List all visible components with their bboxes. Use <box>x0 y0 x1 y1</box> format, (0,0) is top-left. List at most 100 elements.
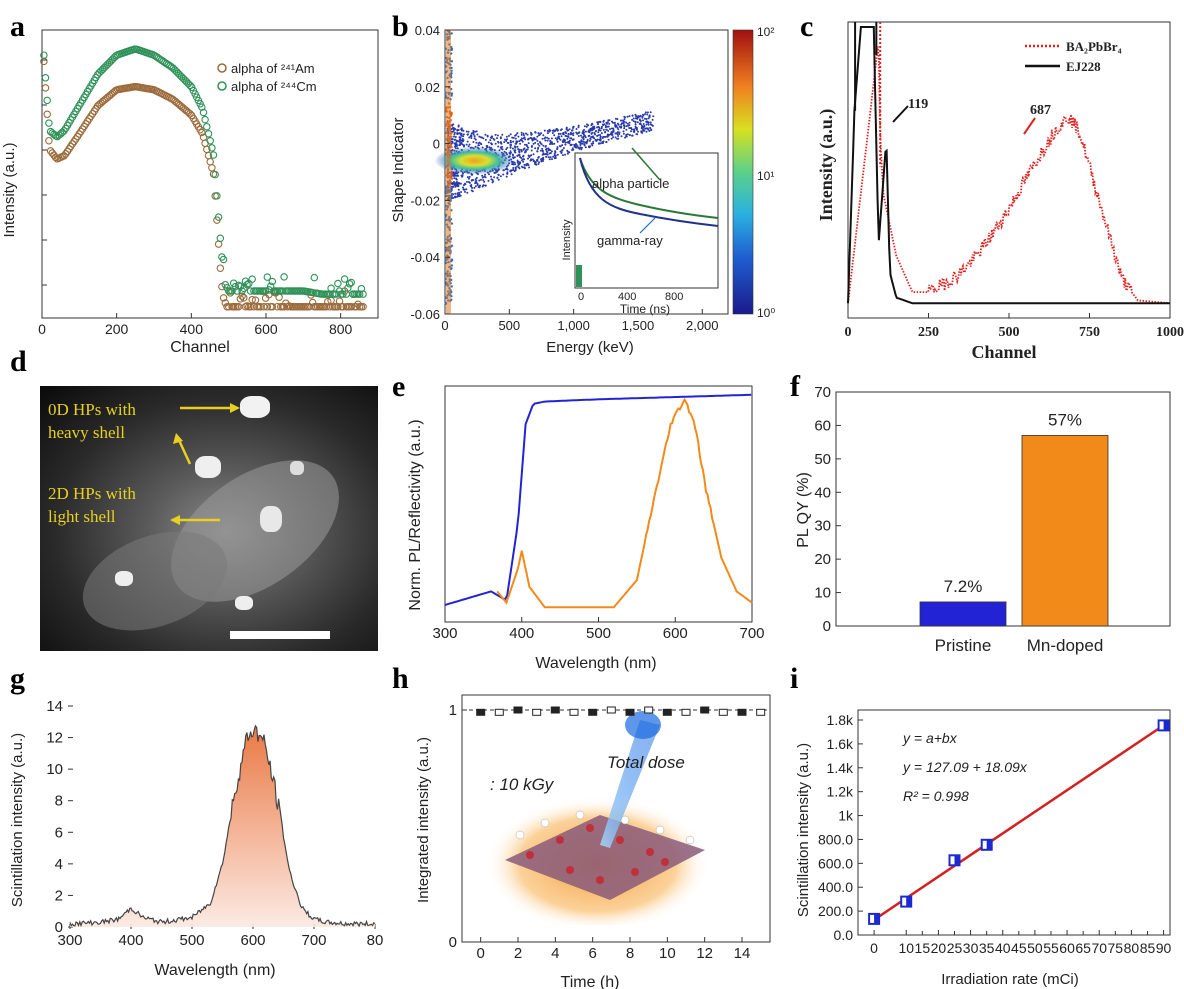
chart-b-point <box>556 147 559 150</box>
chart-b-point <box>591 128 594 131</box>
legend-label-cm: alpha of ²⁴⁴Cm <box>231 79 317 94</box>
panel-label-b: b <box>392 10 409 43</box>
chart-b-point <box>583 133 585 136</box>
chart-b-point <box>455 144 458 147</box>
microscopy-image: 0D HPs with heavy shell 2D HPs with ligh… <box>40 386 378 651</box>
chart-b-point <box>645 127 648 130</box>
chart-b-point <box>600 127 603 130</box>
chart-b-point <box>510 173 513 176</box>
chart-b-point <box>512 140 515 143</box>
chart-b-point <box>588 134 591 137</box>
chart-b-inset: alpha particle gamma-ray 0 400 800 Time … <box>561 152 719 316</box>
chart-b-point <box>518 140 521 143</box>
chart-b-point <box>510 144 513 146</box>
chart-e-series-pl <box>496 397 753 609</box>
chart-c-xlabel: Channel <box>971 342 1036 362</box>
chart-b-point <box>649 121 652 124</box>
chart-g-xtick-label: 400 <box>118 932 143 949</box>
chart-b-point <box>608 133 611 136</box>
chart-b-point <box>543 137 546 140</box>
chart-b-point <box>652 115 655 118</box>
chart-b-point <box>646 113 649 116</box>
data-point-cm <box>213 192 221 200</box>
chart-b-point <box>511 147 514 150</box>
chart-b-point <box>456 195 459 198</box>
chart-b-point <box>545 147 548 150</box>
chart-b-point <box>607 119 610 122</box>
chart-i-data-point-fill <box>986 839 992 850</box>
chart-b-point <box>456 132 459 135</box>
chart-i-ytick-label: 1.6k <box>827 736 854 752</box>
chart-b-point <box>482 179 485 182</box>
chart-i-xtick-label: 55 <box>1043 940 1059 956</box>
chart-b-point <box>496 134 499 137</box>
chart-b-point <box>541 147 544 150</box>
chart-i-xlabel: Irradiation rate (mCi) <box>941 971 1079 988</box>
chart-i-ytick-label: 200.0 <box>818 903 853 919</box>
chart-b-point <box>550 150 553 153</box>
chart-b-point <box>520 137 523 140</box>
chart-b-point <box>452 128 455 131</box>
chart-b-point <box>573 143 576 146</box>
data-point-cm <box>40 51 48 59</box>
chart-b-point <box>542 160 544 162</box>
chart-h-xtick-label: 6 <box>588 945 596 962</box>
data-point-am <box>43 110 51 119</box>
chart-b-point <box>501 133 504 136</box>
chart-b-point <box>554 137 557 140</box>
data-point-cm <box>43 96 51 105</box>
chart-b-point <box>531 139 534 142</box>
chart-b-point <box>553 134 556 137</box>
chart-b-point <box>499 175 502 178</box>
chart-c-xtick-label: 1000 <box>1156 325 1184 340</box>
chart-h-data-point <box>681 708 691 716</box>
data-point-am <box>359 302 367 311</box>
panel-label-a: a <box>10 10 25 43</box>
chart-b-point <box>642 130 644 132</box>
chart-c-xtick-label: 0 <box>845 325 852 340</box>
chart-b-point <box>519 142 522 145</box>
chart-b-point <box>547 148 550 151</box>
chart-h-ytick-label: 1 <box>449 702 457 719</box>
chart-b-point <box>450 32 453 35</box>
nanoparticle <box>235 596 253 610</box>
chart-b-point <box>538 144 541 147</box>
data-point-cm <box>208 144 216 152</box>
chart-b-point <box>532 138 535 141</box>
chart-b-point <box>622 122 625 125</box>
chart-b-xtick-label: 0 <box>441 318 448 333</box>
chart-b-point <box>613 121 616 124</box>
data-point-cm <box>201 115 209 124</box>
chart-g-ytick-label: 14 <box>46 698 63 715</box>
chart-b-point <box>635 115 638 118</box>
chart-b-point <box>587 130 590 133</box>
chart-b-point <box>581 132 584 134</box>
chart-b-point <box>569 131 572 134</box>
chart-b-point <box>635 133 638 136</box>
chart-h-xtick-label: 8 <box>626 945 634 962</box>
chart-b-point <box>525 143 528 146</box>
chart-b-point <box>523 163 526 166</box>
chart-e-xtick-label: 400 <box>509 625 534 642</box>
chart-b-point <box>460 191 463 193</box>
chart-b-point <box>598 138 601 141</box>
chart-b-point <box>568 128 571 131</box>
chart-b-point <box>522 154 525 157</box>
chart-g-ylabel: Scintillation intensity (a.u.) <box>9 733 26 907</box>
chart-b-point <box>454 182 457 185</box>
chart-f-ytick-label: 50 <box>814 451 831 468</box>
chart-h-data-point <box>737 708 747 716</box>
chart-g-xtick-label: 600 <box>240 932 265 949</box>
chart-b-point <box>612 127 615 130</box>
data-point-am <box>263 302 272 311</box>
chart-b-point <box>451 140 454 143</box>
chart-b-point <box>516 132 519 135</box>
chart-b-point <box>589 137 592 140</box>
chart-b-point <box>599 138 602 141</box>
chart-b-point <box>454 192 457 195</box>
chart-b-point <box>488 173 490 176</box>
chart-b-point <box>599 134 602 136</box>
chart-e-xtick-label: 300 <box>432 625 457 642</box>
data-point-cm <box>345 280 354 288</box>
chart-b-point <box>506 146 509 149</box>
